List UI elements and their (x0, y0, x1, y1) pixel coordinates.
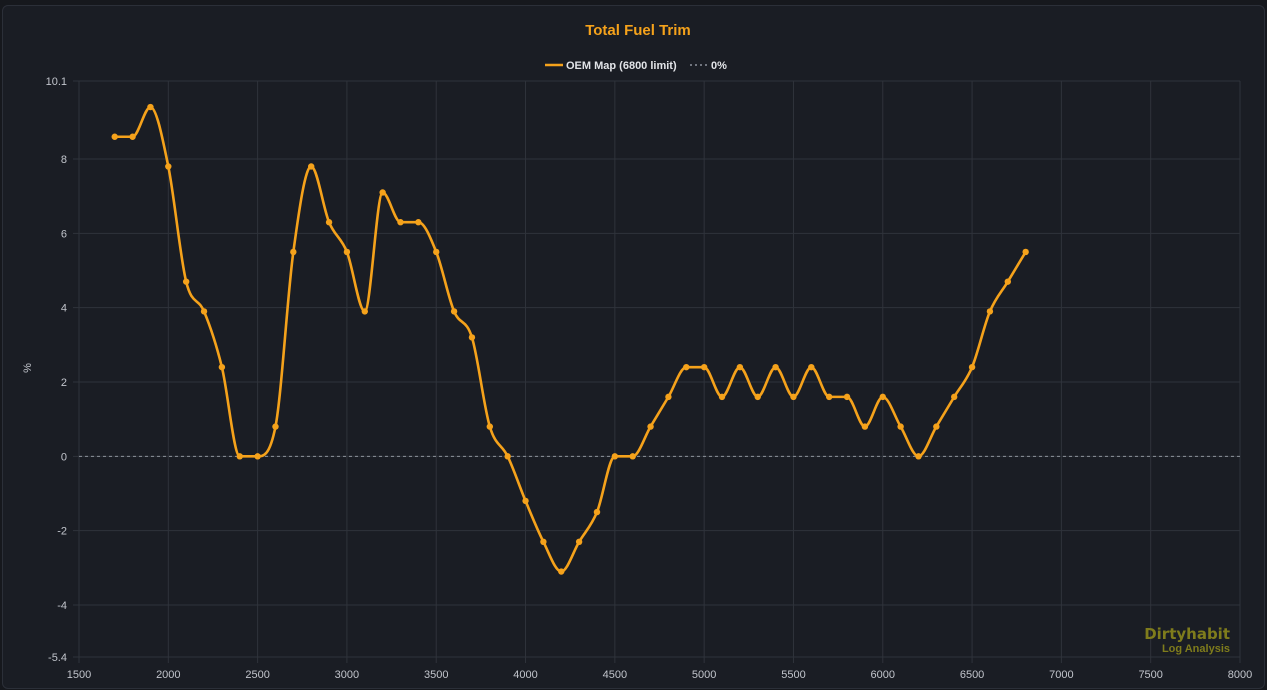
x-tick-label: 8000 (1228, 669, 1252, 681)
y-tick-label: 10.1 (46, 76, 67, 88)
series-layer (111, 103, 1029, 575)
data-point[interactable] (575, 538, 583, 545)
x-tick-label: 3500 (424, 669, 448, 681)
data-point[interactable] (111, 133, 118, 140)
watermark-main: Dirtyhabit (1144, 625, 1230, 643)
data-point[interactable] (379, 189, 386, 196)
data-point[interactable] (468, 334, 476, 341)
data-point[interactable] (683, 363, 690, 371)
x-tick-label: 5500 (781, 669, 805, 681)
data-point[interactable] (843, 393, 851, 401)
legend-label-oem-map: OEM Map (6800 limit) (566, 60, 677, 72)
data-point[interactable] (182, 278, 190, 285)
series-line-oem-map (113, 105, 1027, 573)
data-point[interactable] (593, 508, 601, 516)
data-point[interactable] (308, 163, 315, 170)
x-tick-label: 1500 (67, 669, 91, 681)
chart-panel (2, 5, 1265, 689)
data-point[interactable] (290, 248, 297, 256)
watermark-sub: Log Analysis (1162, 643, 1230, 655)
data-point[interactable] (647, 423, 654, 430)
watermark: Dirtyhabit Log Analysis (1144, 625, 1230, 655)
x-tick-label: 7500 (1138, 669, 1162, 681)
data-point[interactable] (272, 423, 279, 430)
data-point[interactable] (236, 453, 243, 460)
data-point[interactable] (736, 363, 744, 371)
data-point[interactable] (611, 453, 619, 460)
data-point[interactable] (772, 363, 779, 371)
data-point[interactable] (1004, 278, 1011, 285)
data-point[interactable] (897, 423, 904, 430)
data-point[interactable] (629, 453, 636, 460)
data-point[interactable] (986, 308, 994, 315)
data-point[interactable] (1022, 248, 1029, 256)
x-axis-ticks: 1500 2000 2500 3000 3500 4000 4500 5000 5500 6000… (67, 669, 1252, 681)
legend-item-zero[interactable]: 0% (690, 60, 727, 72)
data-point[interactable] (147, 103, 154, 111)
data-point[interactable] (129, 133, 136, 140)
data-point[interactable] (951, 393, 958, 401)
data-point[interactable] (433, 248, 440, 256)
data-point[interactable] (540, 538, 547, 545)
data-point[interactable] (700, 363, 708, 371)
data-point[interactable] (361, 308, 368, 315)
data-point[interactable] (808, 363, 815, 371)
data-point[interactable] (325, 219, 333, 226)
data-point[interactable] (218, 363, 226, 371)
data-point[interactable] (504, 453, 511, 460)
data-point[interactable] (415, 219, 422, 226)
x-tick-label: 7000 (1049, 669, 1073, 681)
data-point[interactable] (200, 308, 208, 315)
y-tick-label: -4 (57, 600, 67, 612)
data-point[interactable] (486, 423, 494, 430)
y-tick-label: 2 (61, 377, 67, 389)
y-tick-label: 4 (61, 303, 67, 315)
x-tick-label: 3000 (335, 669, 359, 681)
data-point[interactable] (558, 568, 565, 575)
y-tick-label: 6 (61, 228, 67, 240)
data-point[interactable] (915, 453, 922, 460)
data-point[interactable] (665, 393, 672, 401)
legend-label-zero: 0% (711, 60, 727, 72)
data-point[interactable] (397, 219, 404, 226)
y-tick-label: 8 (61, 154, 67, 166)
data-point[interactable] (718, 393, 726, 401)
y-tick-label: 0 (61, 451, 67, 463)
legend[interactable]: OEM Map (6800 limit) 0% (545, 60, 727, 72)
data-point[interactable] (754, 393, 761, 401)
x-tick-label: 6500 (960, 669, 984, 681)
data-point[interactable] (825, 393, 833, 401)
chart-title: Total Fuel Trim (585, 22, 691, 39)
y-tick-label: -5.4 (48, 652, 67, 664)
x-tick-label: 4000 (513, 669, 537, 681)
data-point[interactable] (968, 363, 976, 371)
x-tick-label: 5000 (692, 669, 716, 681)
data-point[interactable] (522, 497, 529, 505)
data-point[interactable] (343, 248, 351, 256)
grid-lines (73, 80, 1241, 663)
data-point[interactable] (790, 393, 797, 401)
y-axis-ticks: -5.4 -4 -2 0 2 4 6 8 10.1 (46, 76, 67, 664)
data-point[interactable] (450, 308, 458, 315)
y-tick-label: -2 (57, 526, 67, 538)
x-tick-label: 6000 (871, 669, 895, 681)
data-point[interactable] (254, 453, 261, 460)
legend-item-oem-map[interactable]: OEM Map (6800 limit) (545, 60, 677, 72)
y-axis-label: % (22, 363, 34, 373)
x-tick-label: 2000 (156, 669, 180, 681)
data-point[interactable] (861, 423, 869, 430)
data-point[interactable] (879, 393, 886, 401)
data-point[interactable] (165, 163, 172, 170)
x-tick-label: 2500 (245, 669, 269, 681)
x-tick-label: 4500 (603, 669, 627, 681)
data-point[interactable] (933, 423, 940, 430)
